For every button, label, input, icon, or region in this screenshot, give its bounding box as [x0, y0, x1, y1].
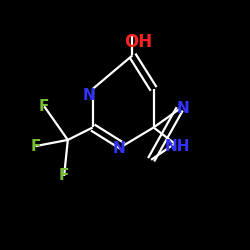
Text: N: N: [112, 141, 125, 156]
Text: F: F: [30, 139, 41, 154]
Text: OH: OH: [124, 33, 153, 51]
Text: N: N: [177, 101, 190, 116]
Text: NH: NH: [164, 139, 190, 154]
Text: F: F: [59, 168, 69, 184]
Text: N: N: [82, 88, 95, 103]
Text: F: F: [39, 99, 50, 114]
